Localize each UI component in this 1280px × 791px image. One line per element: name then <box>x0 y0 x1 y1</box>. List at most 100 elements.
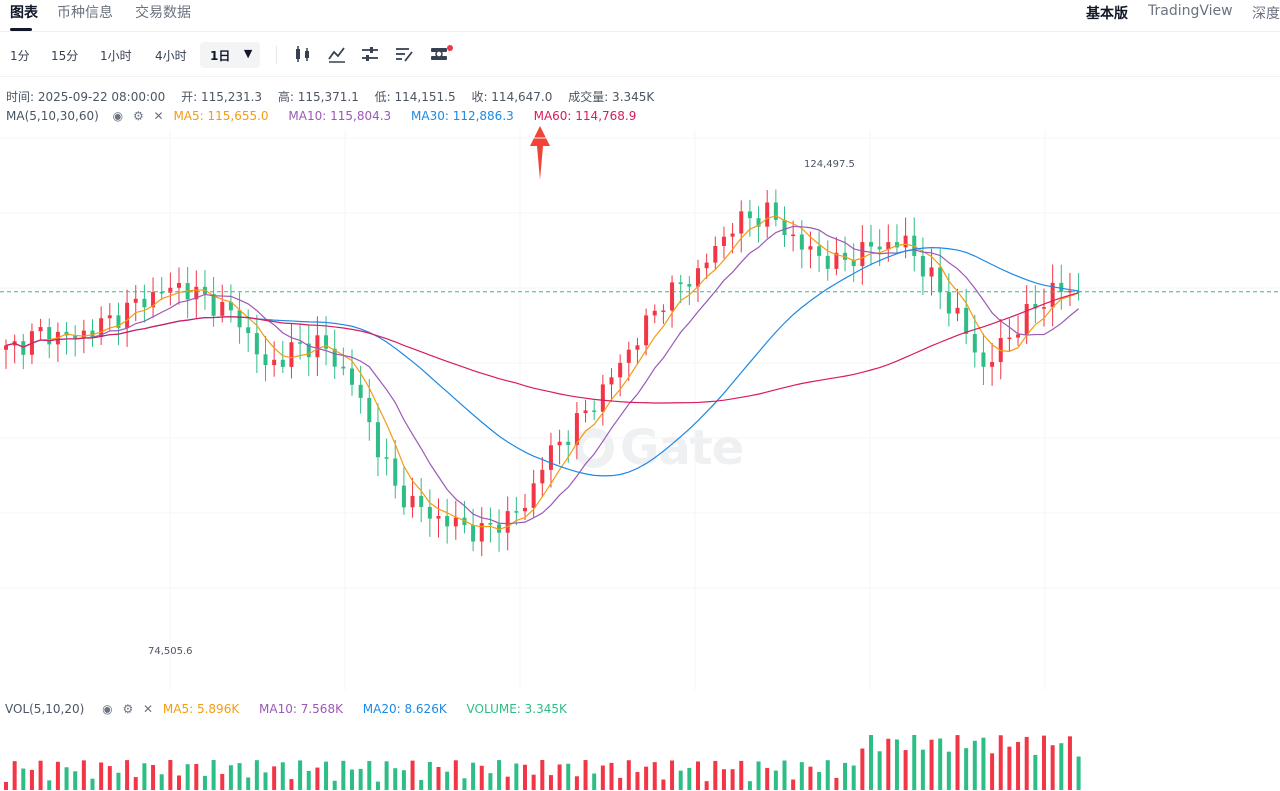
compare-icon[interactable] <box>429 44 449 64</box>
volume-bar <box>228 765 233 790</box>
eye-icon[interactable]: ◉ <box>112 109 124 123</box>
view-basic[interactable]: 基本版 <box>1086 6 1128 22</box>
volume-bar <box>644 766 649 790</box>
candle-body <box>531 483 536 508</box>
close-icon[interactable]: ✕ <box>143 702 154 716</box>
volume-bar <box>427 761 432 790</box>
volume-bar <box>220 773 225 790</box>
volume-bar <box>289 779 294 790</box>
candle-body <box>116 315 121 328</box>
volume-bar <box>1050 745 1055 790</box>
volume-bar <box>877 751 882 790</box>
volume-bar <box>990 753 995 790</box>
volume-bar <box>523 764 527 790</box>
volume-bar <box>938 738 943 790</box>
volume-bar <box>964 748 969 790</box>
volume-bar <box>445 771 450 790</box>
settings-sliders-icon[interactable] <box>360 44 380 64</box>
volume-bar <box>107 766 112 790</box>
indicator-icon[interactable] <box>327 44 347 64</box>
candle-body <box>315 335 320 358</box>
volume-bar <box>142 763 147 790</box>
timeframe-4h[interactable]: 4小时 <box>155 49 187 63</box>
candle-body <box>713 245 718 263</box>
volume-bar <box>704 781 709 790</box>
volume-bar <box>21 768 26 790</box>
candle-body <box>964 307 969 335</box>
candle-body <box>1016 334 1021 338</box>
volume-bar <box>713 760 718 790</box>
candle-body <box>272 359 277 366</box>
candle-body <box>151 291 156 308</box>
volume-bar <box>90 778 95 790</box>
candle-body <box>393 458 398 486</box>
volume-bar <box>739 760 744 790</box>
candle-body <box>765 202 770 227</box>
candle-body <box>367 397 372 423</box>
timeframe-1h[interactable]: 1小时 <box>100 49 132 63</box>
candle-body <box>332 348 337 367</box>
candle-body <box>946 292 951 314</box>
eye-icon[interactable]: ◉ <box>102 702 113 716</box>
candle-body <box>263 354 268 366</box>
volume-bar <box>747 781 752 790</box>
volume-bar <box>64 767 69 790</box>
tab-coin-info[interactable]: 币种信息 <box>57 5 113 21</box>
ma-legend: MA(5,10,30,60) ◉ ⚙ ✕ MA5: 115,655.0 MA10… <box>6 109 652 123</box>
candle-body <box>38 327 43 332</box>
volume-bar <box>548 775 553 790</box>
volume-bar <box>678 770 683 790</box>
ohlc-volume: 成交量: 3.345K <box>568 90 655 104</box>
volume-bar <box>583 760 588 790</box>
settings-icon[interactable]: ⚙ <box>122 702 134 716</box>
candle-body <box>877 246 882 250</box>
tab-trade-data[interactable]: 交易数据 <box>135 5 191 21</box>
drawing-tools-icon[interactable] <box>394 44 414 64</box>
candle-body <box>574 413 579 445</box>
candle-body <box>194 286 199 300</box>
volume-bar <box>38 760 43 790</box>
volume-chart[interactable] <box>0 690 1280 790</box>
candle-body <box>410 495 415 508</box>
vol-ma10-value: MA10: 7.568K <box>259 702 343 716</box>
candle-body <box>488 523 493 525</box>
volume-bar <box>540 760 545 790</box>
candle-body <box>514 511 519 513</box>
timeframe-1d[interactable]: 1日 ▼ <box>200 42 261 68</box>
volume-bar <box>920 749 925 790</box>
close-icon[interactable]: ✕ <box>153 109 164 123</box>
candle-body <box>289 342 294 367</box>
candle-body <box>298 342 303 344</box>
tab-active-indicator <box>10 28 32 31</box>
candle-body <box>990 362 995 367</box>
view-depth[interactable]: 深度 <box>1252 6 1280 22</box>
volume-bar <box>825 760 830 790</box>
volume-bar <box>159 774 164 790</box>
candle-body <box>350 368 354 385</box>
view-tradingview[interactable]: TradingView <box>1148 3 1233 19</box>
volume-bar <box>168 760 173 790</box>
volume-bar <box>462 778 467 790</box>
timeframe-1m[interactable]: 1分 <box>10 49 30 63</box>
candle-body <box>479 523 484 542</box>
volume-bar <box>721 769 726 790</box>
volume-bar <box>375 781 380 790</box>
volume-bar <box>401 770 406 790</box>
settings-icon[interactable]: ⚙ <box>132 109 144 123</box>
chart-toolbar: 1分 15分 1小时 4小时 1日 ▼ <box>0 33 1280 77</box>
tab-chart[interactable]: 图表 <box>10 5 38 21</box>
timeframe-15m[interactable]: 15分 <box>51 49 79 63</box>
volume-bar <box>81 760 86 790</box>
candle-type-icon[interactable] <box>293 44 313 64</box>
candle-body <box>358 384 363 398</box>
volume-bar <box>531 774 536 790</box>
volume-bar <box>177 775 181 790</box>
toolbar-divider <box>276 46 277 64</box>
candle-body <box>505 511 510 533</box>
candle-body <box>626 349 631 363</box>
candle-body <box>1050 282 1055 308</box>
volume-bar <box>211 760 216 790</box>
price-chart[interactable] <box>0 130 1280 690</box>
candle-body <box>652 310 657 316</box>
volume-bar <box>419 779 424 790</box>
